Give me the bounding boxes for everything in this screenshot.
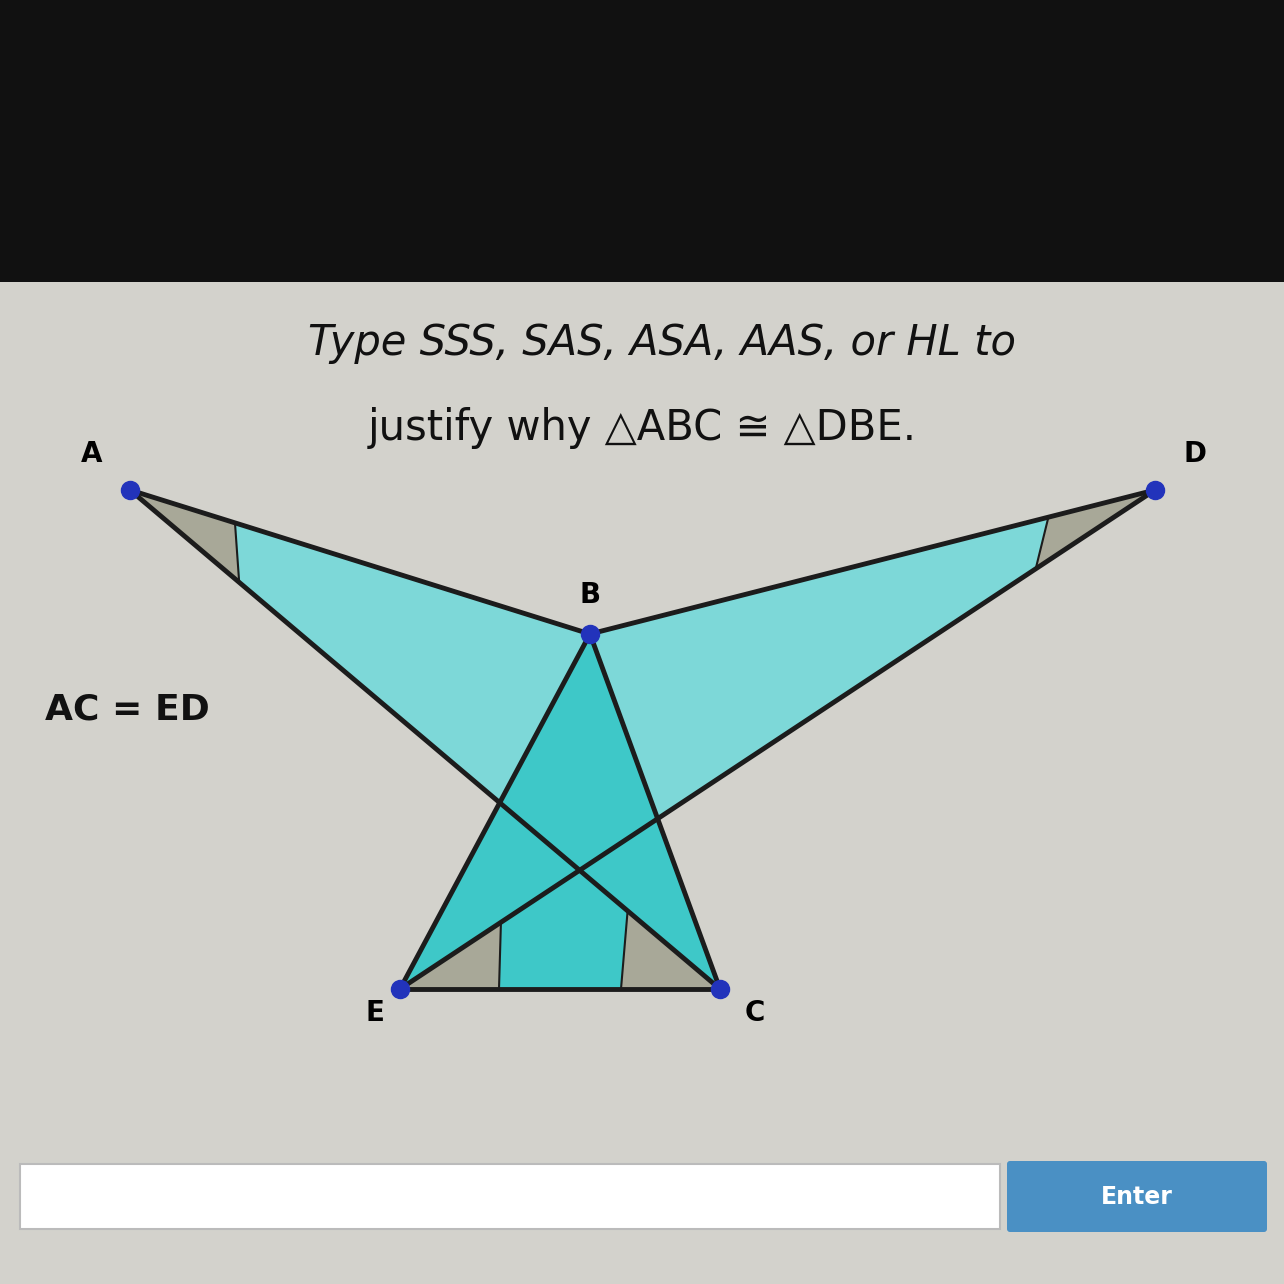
Text: justify why △ABC ≅ △DBE.: justify why △ABC ≅ △DBE. bbox=[367, 407, 917, 449]
Polygon shape bbox=[401, 922, 501, 989]
Text: E: E bbox=[366, 999, 384, 1027]
Bar bbox=[0, 282, 1284, 1284]
Polygon shape bbox=[130, 490, 720, 989]
FancyBboxPatch shape bbox=[1007, 1161, 1267, 1233]
Bar bbox=[21, 1165, 1000, 1229]
Text: C: C bbox=[745, 999, 765, 1027]
Text: AC = ED: AC = ED bbox=[45, 692, 209, 727]
Polygon shape bbox=[621, 910, 720, 989]
Polygon shape bbox=[401, 490, 1156, 989]
Polygon shape bbox=[401, 634, 720, 989]
Text: Enter: Enter bbox=[1102, 1185, 1174, 1208]
Bar bbox=[0, 0, 1284, 282]
Polygon shape bbox=[130, 490, 239, 583]
Text: Type SSS, SAS, ASA, AAS, or HL to: Type SSS, SAS, ASA, AAS, or HL to bbox=[308, 322, 1016, 363]
Text: D: D bbox=[1183, 440, 1206, 467]
Text: B: B bbox=[579, 580, 601, 609]
Text: A: A bbox=[81, 440, 101, 467]
Polygon shape bbox=[1036, 490, 1156, 569]
